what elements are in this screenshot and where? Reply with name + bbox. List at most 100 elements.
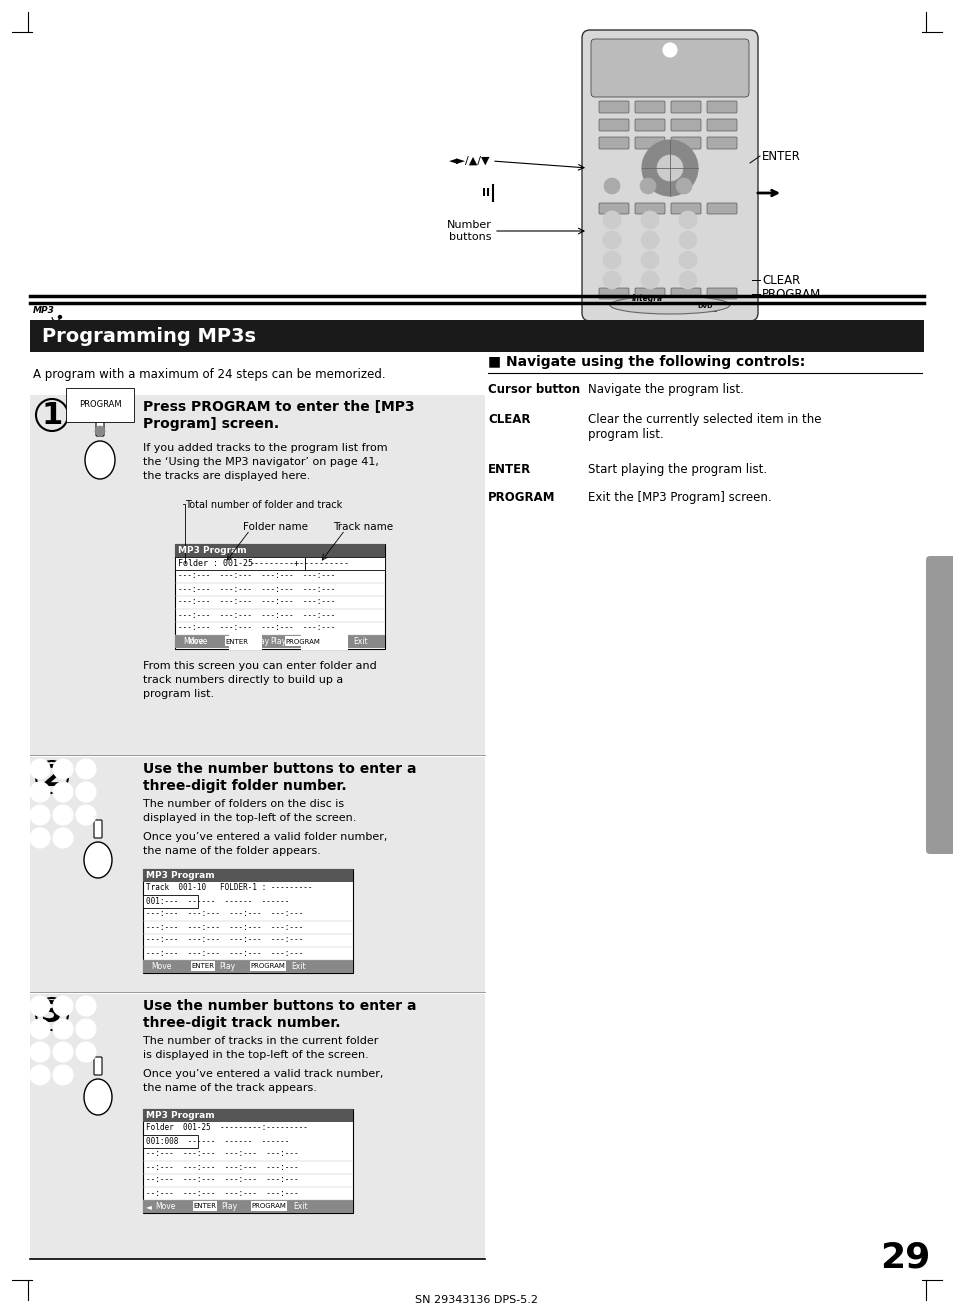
- FancyBboxPatch shape: [670, 288, 700, 299]
- Circle shape: [76, 1043, 96, 1062]
- FancyBboxPatch shape: [706, 204, 737, 214]
- Ellipse shape: [85, 441, 115, 479]
- Circle shape: [657, 155, 682, 181]
- Text: PROGRAM: PROGRAM: [251, 964, 285, 969]
- Text: 29: 29: [879, 1241, 929, 1275]
- Bar: [174, 544, 385, 557]
- FancyBboxPatch shape: [94, 1057, 102, 1075]
- Text: Use the number buttons to enter a
three-digit track number.: Use the number buttons to enter a three-…: [143, 999, 416, 1031]
- Text: --:---  ---:---  ---:---  ---:---: --:--- ---:--- ---:--- ---:---: [146, 1175, 298, 1184]
- Text: If you added tracks to the program list from
the ‘Using the MP3 navigator’ on pa: If you added tracks to the program list …: [143, 442, 387, 481]
- Text: Track  001-10   FOLDER-1 : ---------: Track 001-10 FOLDER-1 : ---------: [146, 884, 313, 893]
- Text: Use the number buttons to enter a
three-digit folder number.: Use the number buttons to enter a three-…: [143, 762, 416, 793]
- Text: ◄: ◄: [146, 1201, 152, 1211]
- FancyBboxPatch shape: [598, 119, 628, 131]
- Circle shape: [30, 759, 50, 779]
- Text: 4: 4: [609, 235, 614, 244]
- Text: Move: Move: [151, 962, 172, 972]
- Text: 6: 6: [83, 786, 89, 797]
- Text: 7: 7: [37, 1046, 43, 1057]
- Text: 4: 4: [37, 786, 43, 797]
- FancyBboxPatch shape: [598, 137, 628, 148]
- FancyBboxPatch shape: [670, 101, 700, 113]
- Circle shape: [639, 179, 656, 194]
- Text: CLEAR: CLEAR: [761, 273, 800, 286]
- Text: From this screen you can enter folder and
track numbers directly to build up a
p: From this screen you can enter folder an…: [143, 660, 376, 699]
- FancyBboxPatch shape: [706, 137, 737, 148]
- Text: 5: 5: [647, 235, 652, 244]
- Circle shape: [30, 783, 50, 802]
- Text: ---:---  ---:---  ---:---  ---:---: ---:--- ---:--- ---:--- ---:---: [146, 935, 303, 944]
- Text: 3: 3: [41, 999, 63, 1028]
- Circle shape: [76, 805, 96, 825]
- Text: Exit: Exit: [291, 962, 305, 972]
- Circle shape: [679, 251, 697, 269]
- Text: ---------+----------: ---------+----------: [250, 558, 350, 567]
- Bar: [305, 557, 385, 570]
- Bar: [143, 1109, 353, 1213]
- Text: Track name: Track name: [333, 523, 393, 532]
- Circle shape: [30, 805, 50, 825]
- Text: Play: Play: [270, 637, 286, 646]
- Text: Navigate the program list.: Navigate the program list.: [587, 383, 743, 397]
- Text: --:---  ---:---  ---:---  ---:---: --:--- ---:--- ---:--- ---:---: [146, 1188, 298, 1197]
- Text: 10: 10: [35, 834, 45, 843]
- Text: 8: 8: [647, 256, 652, 264]
- Text: Clear the currently selected item in the
program list.: Clear the currently selected item in the…: [587, 414, 821, 441]
- Text: 3: 3: [83, 1001, 89, 1011]
- Bar: [143, 1200, 353, 1213]
- Text: PROGRAM: PROGRAM: [761, 288, 821, 301]
- Bar: [143, 1109, 353, 1123]
- Text: ---:---  ---:---  ---:---  ---:---: ---:--- ---:--- ---:--- ---:---: [146, 948, 303, 957]
- Circle shape: [53, 805, 73, 825]
- Text: ---:---  ---:---  ---:---  ---:---: ---:--- ---:--- ---:--- ---:---: [146, 910, 303, 919]
- Text: ENTER: ENTER: [192, 964, 214, 969]
- Text: --:---  ---:---  ---:---  ---:---: --:--- ---:--- ---:--- ---:---: [146, 1162, 298, 1171]
- Text: MP3: MP3: [33, 306, 55, 315]
- Circle shape: [53, 829, 73, 848]
- Text: Folder  001-25  ---------:---------: Folder 001-25 ---------:---------: [146, 1124, 308, 1133]
- Text: 5: 5: [60, 1024, 66, 1035]
- Text: 2: 2: [60, 764, 66, 773]
- Text: PROGRAM: PROGRAM: [488, 491, 555, 504]
- FancyBboxPatch shape: [706, 288, 737, 299]
- Text: Exit the [MP3 Program] screen.: Exit the [MP3 Program] screen.: [587, 491, 771, 504]
- Bar: [225, 635, 249, 646]
- Text: 4: 4: [37, 1024, 43, 1035]
- Ellipse shape: [84, 1079, 112, 1115]
- Text: Play: Play: [253, 637, 269, 646]
- Text: MP3 Program: MP3 Program: [178, 546, 247, 555]
- Text: Start playing the program list.: Start playing the program list.: [587, 463, 766, 477]
- Circle shape: [640, 251, 659, 269]
- FancyBboxPatch shape: [635, 119, 664, 131]
- FancyBboxPatch shape: [635, 288, 664, 299]
- Text: Total number of folder and track: Total number of folder and track: [185, 500, 342, 509]
- Bar: [30, 758, 484, 993]
- Circle shape: [53, 1019, 73, 1039]
- Circle shape: [76, 783, 96, 802]
- Text: Play: Play: [219, 962, 234, 972]
- Circle shape: [58, 315, 61, 319]
- Text: 10: 10: [35, 1070, 45, 1079]
- Text: 8: 8: [60, 1046, 66, 1057]
- Text: 2: 2: [647, 215, 652, 225]
- Text: ■ Navigate using the following controls:: ■ Navigate using the following controls:: [488, 355, 804, 369]
- Circle shape: [53, 783, 73, 802]
- Text: Cursor button: Cursor button: [488, 383, 579, 397]
- Circle shape: [30, 1043, 50, 1062]
- Text: Once you’ve entered a valid track number,
the name of the track appears.: Once you’ve entered a valid track number…: [143, 1069, 383, 1092]
- Text: The number of folders on the disc is
displayed in the top-left of the screen.: The number of folders on the disc is dis…: [143, 800, 356, 823]
- Text: Number
buttons: Number buttons: [447, 221, 492, 242]
- Text: II: II: [481, 188, 490, 198]
- Circle shape: [30, 1065, 50, 1085]
- Circle shape: [603, 179, 619, 194]
- Bar: [251, 1201, 287, 1211]
- Bar: [143, 960, 353, 973]
- Text: Press PROGRAM to enter the [MP3
Program] screen.: Press PROGRAM to enter the [MP3 Program]…: [143, 400, 415, 431]
- Text: Move: Move: [154, 1201, 175, 1211]
- Text: 2: 2: [60, 1001, 66, 1011]
- FancyBboxPatch shape: [598, 204, 628, 214]
- Circle shape: [602, 231, 620, 249]
- Text: PROGRAM: PROGRAM: [78, 400, 121, 410]
- FancyBboxPatch shape: [706, 119, 737, 131]
